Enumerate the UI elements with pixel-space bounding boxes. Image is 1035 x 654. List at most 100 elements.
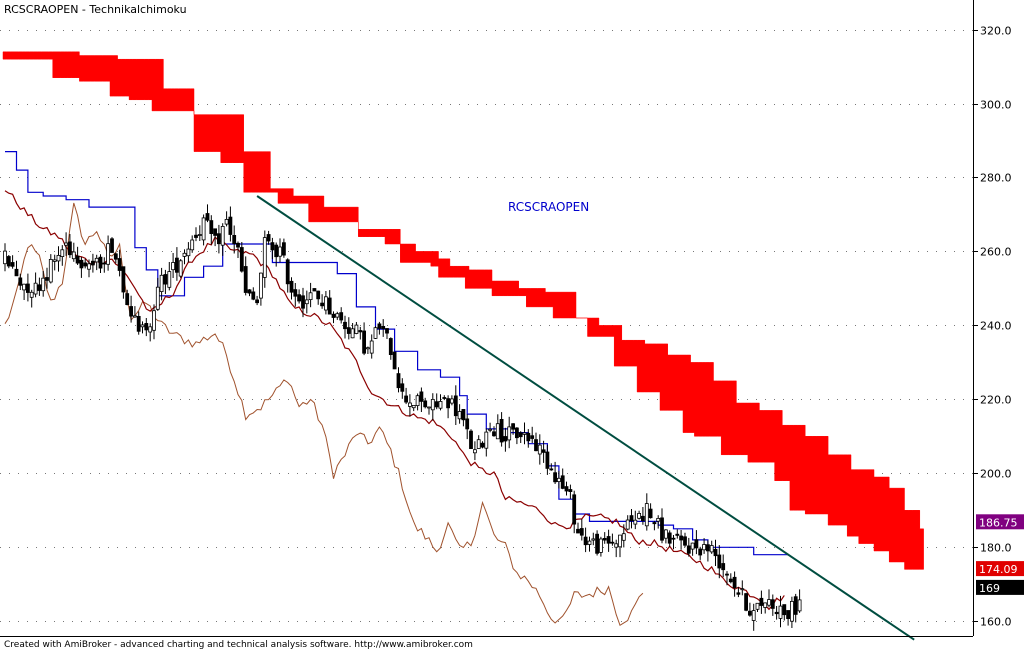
y-tick-label: 240.0 bbox=[980, 320, 1012, 333]
candle-down bbox=[102, 262, 107, 265]
candle-down bbox=[381, 325, 386, 330]
candle-down bbox=[560, 475, 565, 489]
candle-down bbox=[492, 431, 496, 437]
candle-up bbox=[186, 248, 191, 257]
candle-down bbox=[461, 408, 466, 421]
candle-down bbox=[579, 528, 584, 536]
candle-down bbox=[568, 489, 573, 492]
candle-down bbox=[251, 291, 256, 300]
value-badge-label: 186.75 bbox=[979, 516, 1018, 529]
candle-down bbox=[110, 238, 114, 253]
candle-up bbox=[488, 428, 493, 431]
candle-up bbox=[323, 296, 328, 311]
y-tick-label: 260.0 bbox=[980, 246, 1012, 259]
candle-down bbox=[499, 418, 504, 443]
candle-up bbox=[790, 601, 794, 622]
candle-down bbox=[396, 373, 401, 389]
candle-up bbox=[484, 431, 489, 449]
candle-down bbox=[606, 536, 611, 544]
candle-down bbox=[728, 578, 733, 583]
value-badge-label: 174.09 bbox=[979, 563, 1018, 576]
candle-down bbox=[660, 517, 664, 541]
candle-down bbox=[289, 280, 294, 293]
candle-up bbox=[41, 277, 46, 292]
candle-down bbox=[446, 398, 451, 409]
candle-up bbox=[740, 588, 745, 591]
candle-down bbox=[98, 256, 103, 269]
chikou-span-line bbox=[4, 202, 644, 627]
candle-down bbox=[339, 312, 344, 321]
y-tick-label: 160.0 bbox=[980, 616, 1012, 629]
candle-up bbox=[369, 340, 374, 354]
candle-down bbox=[18, 277, 23, 286]
candle-down bbox=[293, 289, 298, 297]
candle-up bbox=[591, 538, 596, 541]
candle-up bbox=[751, 610, 756, 621]
candle-up bbox=[411, 404, 416, 409]
candle-down bbox=[129, 306, 134, 317]
candle-down bbox=[266, 234, 271, 242]
candle-up bbox=[22, 283, 27, 291]
candle-down bbox=[136, 315, 141, 332]
candle-down bbox=[331, 313, 336, 318]
candle-down bbox=[255, 299, 260, 304]
candle-down bbox=[377, 323, 382, 329]
candle-down bbox=[327, 297, 332, 315]
candle-up bbox=[33, 282, 38, 295]
candle-down bbox=[652, 522, 657, 525]
candle-down bbox=[503, 436, 508, 442]
candle-down bbox=[774, 611, 779, 615]
candle-down bbox=[545, 451, 550, 469]
candle-down bbox=[6, 256, 11, 267]
candle-down bbox=[37, 284, 42, 291]
kumo-cloud bbox=[2, 51, 924, 570]
candle-up bbox=[449, 398, 454, 404]
candle-down bbox=[121, 266, 126, 293]
candle-down bbox=[748, 610, 752, 616]
candle-up bbox=[262, 237, 267, 278]
trendline bbox=[256, 195, 915, 641]
candle-down bbox=[736, 592, 741, 595]
chikou-span bbox=[4, 202, 644, 627]
candle-up bbox=[690, 542, 695, 550]
value-badge-label: 169 bbox=[979, 582, 1000, 595]
candle-up bbox=[472, 449, 477, 454]
candle-up bbox=[278, 246, 282, 257]
candle-down bbox=[343, 321, 347, 330]
candle-down bbox=[385, 328, 389, 334]
candle-down bbox=[534, 439, 538, 452]
candle-down bbox=[629, 515, 634, 521]
candle-up bbox=[140, 324, 145, 328]
candle-up bbox=[171, 262, 176, 271]
candle-down bbox=[404, 395, 409, 403]
candle-down bbox=[683, 536, 687, 546]
candle-up bbox=[167, 271, 172, 288]
y-axis-ticks: 320.0 300.0 280.0 260.0 240.0 220.0 200.0 180.0… bbox=[973, 25, 1012, 629]
trendline-line bbox=[256, 195, 915, 641]
candle-up bbox=[52, 259, 57, 262]
candle-up bbox=[159, 274, 164, 292]
candle-down bbox=[68, 241, 72, 256]
candle-down bbox=[400, 383, 405, 392]
candle-up bbox=[599, 538, 603, 553]
candle-up bbox=[71, 251, 76, 260]
candle-up bbox=[767, 599, 771, 606]
candle-down bbox=[163, 274, 168, 285]
candle-up bbox=[201, 217, 206, 241]
value-badge-bg bbox=[976, 561, 1024, 577]
candle-down bbox=[14, 268, 19, 277]
candle-down bbox=[515, 427, 519, 439]
candle-down bbox=[793, 596, 798, 615]
candle-down bbox=[717, 554, 722, 569]
candle-down bbox=[648, 508, 653, 519]
y-tick-label: 300.0 bbox=[980, 99, 1012, 112]
y-tick-label: 200.0 bbox=[980, 468, 1012, 481]
candle-down bbox=[641, 515, 645, 521]
candle-down bbox=[526, 432, 531, 442]
candle-up bbox=[29, 291, 34, 298]
candle-down bbox=[285, 259, 290, 285]
y-tick-label: 180.0 bbox=[980, 542, 1012, 555]
candle-up bbox=[220, 225, 225, 246]
candle-up bbox=[430, 398, 435, 411]
candle-up bbox=[637, 513, 641, 519]
